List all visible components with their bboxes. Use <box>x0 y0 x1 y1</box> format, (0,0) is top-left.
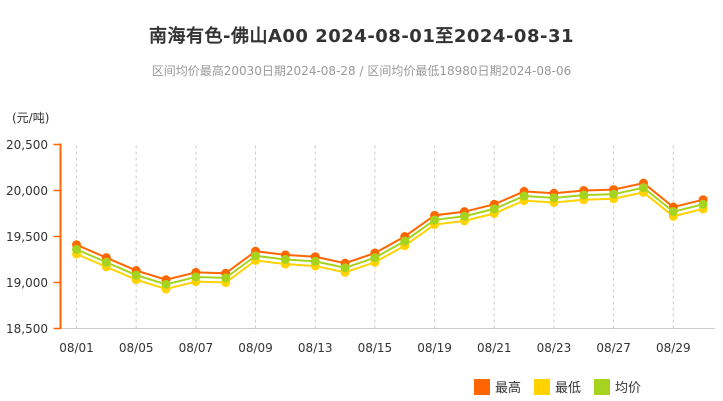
data-point-均价[interactable] <box>131 270 141 280</box>
data-point-均价[interactable] <box>280 255 290 264</box>
chart-subtitle: 区间均价最高20030日期2024-08-28 / 区间均价最低18980日期2… <box>151 64 572 78</box>
data-point-均价[interactable] <box>579 190 589 200</box>
x-tick-label: 08/27 <box>596 341 631 355</box>
chart-legend: 最高 最低 均价 <box>474 377 641 396</box>
legend-item-最高[interactable]: 最高 <box>474 377 521 396</box>
y-axis-unit-label: (元/吨) <box>12 111 50 125</box>
y-tick-label: 18,500 <box>6 321 48 336</box>
legend-swatch-icon <box>534 378 551 395</box>
series-line-最低 <box>76 191 704 290</box>
chart-title: 南海有色-佛山A00 2024-08-01至2024-08-31 <box>149 26 574 47</box>
data-point-均价[interactable] <box>638 183 648 193</box>
legend-label: 最低 <box>555 381 582 396</box>
x-tick-label: 08/15 <box>357 341 393 355</box>
data-point-均价[interactable] <box>519 191 529 201</box>
data-point-均价[interactable] <box>459 211 469 221</box>
data-point-均价[interactable] <box>101 257 111 267</box>
x-tick-label: 08/29 <box>656 341 691 355</box>
data-point-均价[interactable] <box>668 207 678 217</box>
data-point-均价[interactable] <box>370 253 380 263</box>
data-point-均价[interactable] <box>609 189 619 199</box>
data-point-均价[interactable] <box>340 263 350 273</box>
legend-label: 均价 <box>615 381 642 396</box>
data-point-均价[interactable] <box>489 204 499 214</box>
legend-label: 最高 <box>495 381 522 396</box>
series-line-最高 <box>76 182 704 281</box>
legend-item-均价[interactable]: 均价 <box>594 377 641 396</box>
x-tick-label: 08/19 <box>417 341 452 355</box>
x-tick-label: 08/21 <box>476 341 512 355</box>
legend-item-最低[interactable]: 最低 <box>534 377 581 396</box>
data-point-均价[interactable] <box>191 272 201 282</box>
data-point-均价[interactable] <box>400 236 410 246</box>
data-point-均价[interactable] <box>161 279 171 289</box>
y-tick-label: 19,000 <box>6 275 48 290</box>
legend-swatch-icon <box>594 378 611 395</box>
y-tick-label: 19,500 <box>6 229 48 244</box>
x-tick-label: 08/09 <box>238 341 273 355</box>
x-tick-label: 08/13 <box>297 341 333 355</box>
data-point-均价[interactable] <box>310 256 320 266</box>
y-tick-label: 20,000 <box>6 183 48 198</box>
data-point-均价[interactable] <box>549 193 559 203</box>
x-tick-label: 08/05 <box>118 341 154 355</box>
data-point-均价[interactable] <box>251 251 261 261</box>
data-point-均价[interactable] <box>698 199 708 209</box>
x-tick-label: 08/07 <box>178 341 214 355</box>
x-tick-label: 08/01 <box>59 341 94 355</box>
data-point-均价[interactable] <box>72 244 81 254</box>
x-tick-label: 08/23 <box>536 341 572 355</box>
series-line-均价 <box>76 186 704 286</box>
y-tick-label: 20,500 <box>6 137 48 152</box>
legend-swatch-icon <box>474 378 490 395</box>
data-point-均价[interactable] <box>221 273 231 283</box>
data-point-均价[interactable] <box>430 215 440 225</box>
